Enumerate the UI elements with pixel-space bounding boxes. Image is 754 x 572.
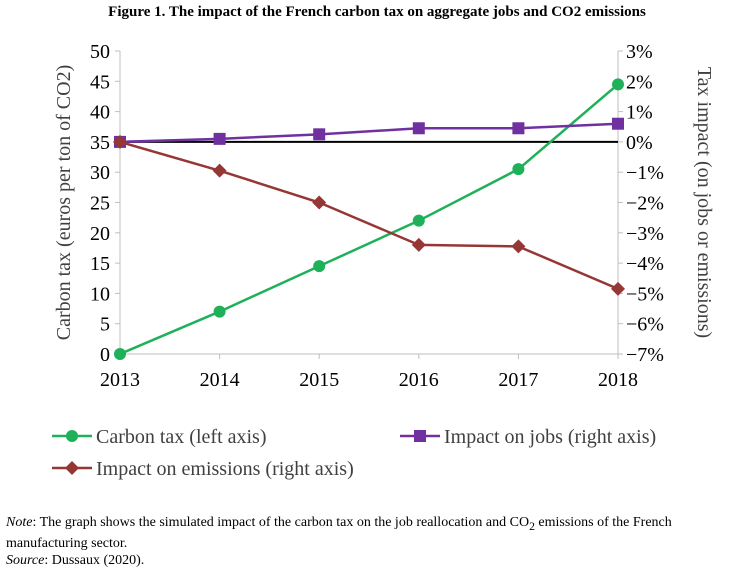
x-tick-label: 2014 [200, 369, 240, 391]
right-tick-label: −4% [626, 253, 664, 275]
right-tick-label: −7% [626, 344, 664, 366]
data-point-circle [114, 348, 126, 360]
chart-legend: Carbon tax (left axis) Impact on jobs (ri… [52, 426, 656, 480]
series-line-circle [119, 83, 619, 356]
data-point-circle [612, 78, 624, 91]
x-tick-label: 2013 [100, 369, 140, 391]
right-tick-label: −6% [626, 314, 664, 336]
note-label: Note [6, 515, 33, 530]
chart-series [113, 78, 625, 360]
left-tick-label: 5 [100, 314, 110, 336]
left-tick-label: 10 [90, 283, 110, 305]
legend-marker [65, 461, 79, 475]
right-tick-label: −3% [626, 223, 664, 245]
source-line: Source: Dussaux (2020). [6, 552, 751, 569]
left-tick-label: 25 [90, 193, 110, 215]
chart: 0 5 10 15 20 25 30 35 40 45 50 −7% −6% −5% −4% −3% −2% −1… [52, 41, 715, 480]
figure-notes: Note: The graph shows the simulated impa… [6, 514, 751, 569]
left-tick-label: 0 [100, 344, 110, 366]
source-label: Source [6, 552, 45, 568]
figure-title: Figure 1. The impact of the French carbo… [108, 4, 646, 20]
x-tick-label: 2018 [598, 369, 638, 391]
right-tick-label: −2% [626, 193, 664, 215]
data-point-diamond [611, 281, 625, 296]
data-point-square [313, 128, 326, 141]
right-tick-label: 1% [626, 102, 653, 124]
series-line-diamond [119, 140, 619, 291]
left-tick-label: 15 [90, 253, 110, 275]
right-axis-title: Tax impact (on jobs or emissions) [693, 67, 715, 338]
right-tick-label: 3% [626, 41, 653, 63]
legend-label: Impact on emissions (right axis) [96, 458, 354, 480]
legend-label: Carbon tax (left axis) [96, 426, 267, 448]
left-axis-title: Carbon tax (euros per ton of CO2) [53, 65, 75, 341]
source-text: : Dussaux (2020). [44, 552, 145, 568]
left-tick-label: 20 [90, 223, 110, 245]
left-tick-label: 35 [90, 132, 110, 154]
right-tick-label: −1% [626, 162, 664, 184]
series-line-square [119, 122, 619, 144]
legend-marker [66, 430, 78, 442]
note-subscript: 2 [529, 519, 535, 533]
data-point-circle [213, 305, 226, 318]
left-tick-label: 50 [90, 41, 110, 63]
legend-marker [414, 430, 426, 442]
note-text-2: emissions of the French manufacturing se… [6, 515, 672, 551]
data-point-square [412, 122, 425, 135]
right-tick-label: 0% [626, 132, 653, 154]
data-point-circle [313, 260, 326, 273]
data-point-square [512, 122, 525, 135]
legend-label: Impact on jobs (right axis) [444, 426, 656, 448]
data-point-circle [512, 163, 525, 176]
data-point-square [612, 117, 624, 130]
data-point-circle [412, 214, 425, 227]
note-line: Note: The graph shows the simulated impa… [6, 514, 751, 552]
left-tick-label: 45 [90, 71, 110, 93]
data-point-diamond [411, 237, 426, 252]
data-point-diamond [312, 195, 327, 210]
chart-axes: 0 5 10 15 20 25 30 35 40 45 50 −7% −6% −5% −4% −3% −2% −1… [53, 41, 715, 391]
x-tick-label: 2017 [498, 369, 538, 391]
left-tick-label: 40 [90, 102, 110, 124]
left-tick-label: 30 [90, 162, 110, 184]
data-point-diamond [212, 163, 227, 178]
data-point-square [213, 132, 226, 145]
right-tick-label: −5% [626, 283, 664, 305]
x-tick-label: 2015 [299, 369, 339, 391]
data-point-diamond [511, 239, 526, 254]
note-text-1: : The graph shows the simulated impact o… [32, 515, 530, 530]
right-tick-label: 2% [626, 71, 653, 93]
data-point-diamond [113, 134, 127, 149]
x-tick-label: 2016 [399, 369, 439, 391]
